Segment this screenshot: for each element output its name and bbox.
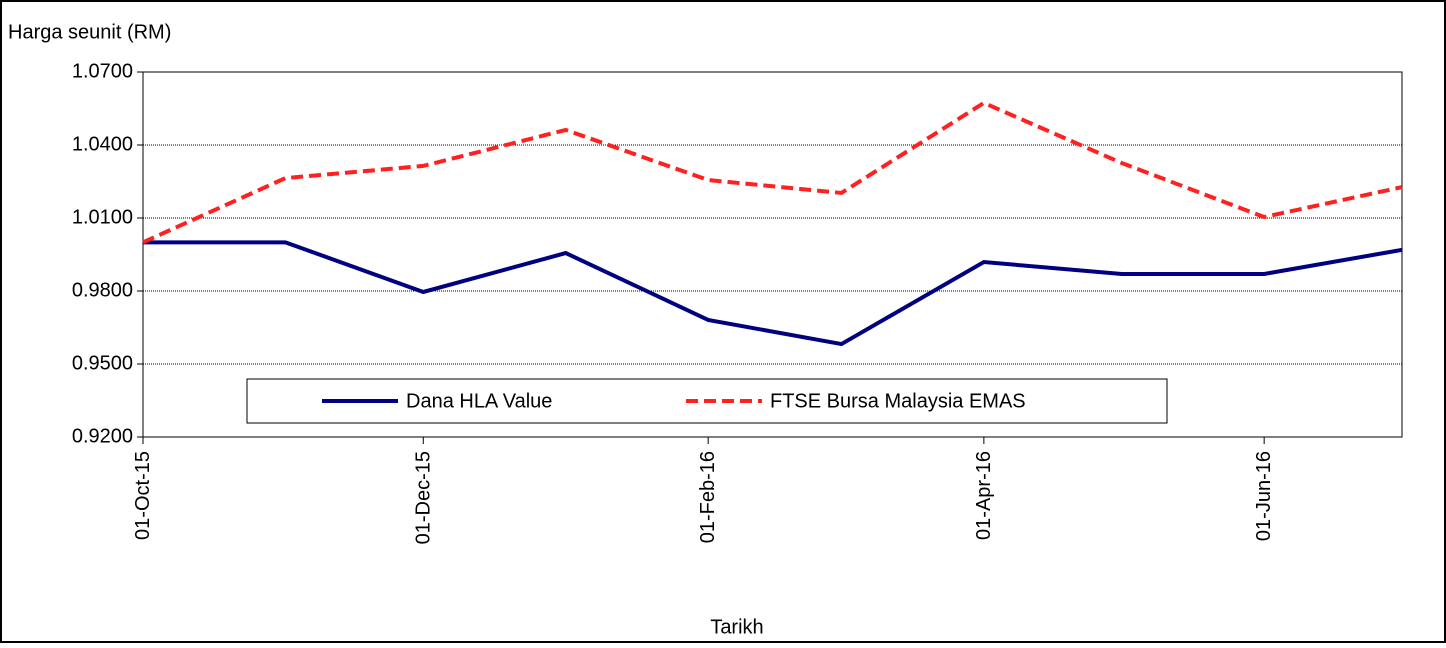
y-axis-label: Harga seunit (RM) <box>8 21 171 43</box>
legend-label: FTSE Bursa Malaysia EMAS <box>770 390 1026 412</box>
x-tick-label: 01-Jun-16 <box>1253 451 1275 541</box>
x-tick-label: 01-Feb-16 <box>697 451 719 543</box>
x-axis-label: Tarikh <box>710 616 763 638</box>
y-tick-label: 1.0700 <box>72 60 133 82</box>
x-tick-label: 01-Dec-15 <box>412 451 434 544</box>
y-tick-label: 0.9200 <box>72 425 133 447</box>
y-tick-label: 0.9500 <box>72 352 133 374</box>
series-line <box>142 100 1403 245</box>
y-tick-label: 0.9800 <box>72 279 133 301</box>
plot-area <box>142 71 1403 438</box>
series-line <box>143 240 1403 347</box>
y-tick-label: 1.0400 <box>72 133 133 155</box>
y-tick-label: 1.0100 <box>72 206 133 228</box>
legend-label: Dana HLA Value <box>406 390 552 412</box>
x-tick-label: 01-Oct-15 <box>132 451 154 540</box>
x-tick-label: 01-Apr-16 <box>973 451 995 540</box>
